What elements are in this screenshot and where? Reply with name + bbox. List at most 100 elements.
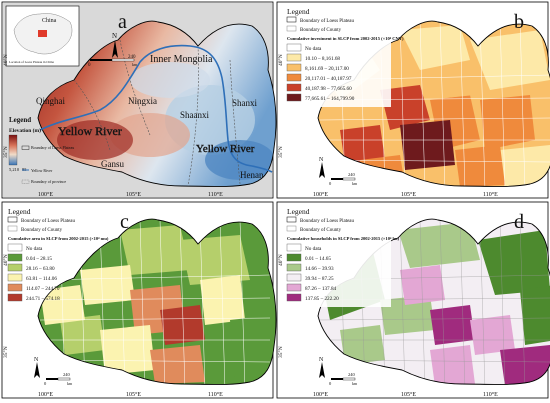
- svg-text:Legend: Legend: [8, 207, 31, 216]
- svg-text:0: 0: [44, 381, 47, 386]
- lon-label: 110°E: [208, 391, 223, 398]
- legend-swatch: [7, 243, 23, 252]
- inset-caption: Location of Loess Plateau in China: [9, 60, 54, 64]
- legend-class-label: 14.66 – 39.93: [305, 266, 334, 272]
- svg-text:Boundary of Loess Plateau: Boundary of Loess Plateau: [300, 19, 355, 24]
- svg-text:Yellow River: Yellow River: [31, 168, 53, 173]
- place-label: Shaanxi: [180, 110, 209, 120]
- svg-text:km: km: [132, 62, 138, 67]
- legend-d: Legend Boundary of Loess Plateau Boundar…: [281, 205, 399, 307]
- scalebar-a: 0 240 km: [88, 55, 138, 68]
- legend-swatch: [286, 93, 302, 102]
- legend-swatch: [286, 293, 302, 302]
- lat-label: 40°N: [277, 254, 284, 266]
- legend-swatch: [7, 293, 23, 302]
- svg-text:Boundary of County: Boundary of County: [300, 228, 342, 233]
- svg-text:Boundary of County: Boundary of County: [300, 28, 342, 33]
- svg-text:240: 240: [63, 372, 71, 377]
- legend-swatch: [286, 53, 302, 62]
- legend-swatch: [7, 283, 23, 292]
- legend-class-label: 40,187.98 – 77,665.60: [305, 86, 352, 92]
- legend-swatch: [286, 243, 302, 252]
- panel-d: d Legend Boundary of Loess Plateau Bound…: [276, 201, 550, 399]
- legend-class-label: 77,665.61 – 164,799.90: [305, 96, 355, 102]
- lat-label: 40°N: [2, 54, 9, 66]
- svg-text:0: 0: [329, 381, 332, 386]
- legend-class-label: 63.81 – 114.06: [26, 276, 57, 282]
- legend-b: Legend Boundary of Loess Plateau Boundar…: [281, 5, 404, 107]
- north-arrow-icon: N: [319, 157, 325, 178]
- svg-text:km: km: [352, 381, 358, 386]
- place-label: Shanxi: [232, 98, 258, 108]
- legend-class-label: 87.26 – 137.84: [305, 286, 337, 292]
- legend-swatch: [7, 273, 23, 282]
- scalebar-d: 0 240 km: [329, 372, 358, 386]
- lon-label: 100°E: [313, 391, 328, 398]
- svg-text:Boundary of Loess Plateau: Boundary of Loess Plateau: [31, 145, 74, 150]
- legend-class-label: 0.04 – 28.15: [26, 256, 52, 262]
- svg-text:km: km: [67, 381, 73, 386]
- panel-letter-d: d: [514, 211, 524, 233]
- lon-label: 105°E: [401, 191, 416, 198]
- place-label: Qinghai: [36, 96, 65, 106]
- svg-text:Legend: Legend: [287, 207, 310, 216]
- place-label: Inner Mongolia: [150, 54, 213, 65]
- legend-class-label: 244.71 – 574.18: [26, 296, 60, 302]
- panel-c: c Legend Boundary of Loess Plateau Bound…: [1, 201, 277, 399]
- legend-class-label: 114.07 – 244.70: [26, 286, 60, 292]
- legend-class-label: No data: [305, 246, 322, 252]
- lon-label: 105°E: [401, 391, 416, 398]
- panel-letter-a: a: [118, 11, 127, 33]
- svg-text:Boundary of Loess Plateau: Boundary of Loess Plateau: [21, 219, 76, 224]
- elevation-colorbar: [8, 134, 18, 166]
- lon-label: 110°E: [483, 191, 498, 198]
- legend-a: Legend Elevation (m) 5,210 85 Boundary o…: [8, 116, 74, 184]
- legend-swatch: [286, 283, 302, 292]
- lat-label: 35°N: [2, 346, 9, 358]
- svg-text:Legend: Legend: [9, 116, 31, 124]
- svg-text:Boundary of County: Boundary of County: [21, 228, 63, 233]
- legend-class-label: 39.94 – 87.25: [305, 276, 334, 282]
- svg-text:Boundary of Loess Plateau: Boundary of Loess Plateau: [300, 219, 355, 224]
- legend-c: Legend Boundary of Loess Plateau Boundar…: [7, 207, 109, 302]
- panel-a: China Location of Loess Plateau in China…: [1, 1, 277, 199]
- legend-class-label: 8,161.69 – 20,117.00: [305, 66, 349, 72]
- svg-text:240: 240: [348, 372, 356, 377]
- panel-letter-b: b: [514, 11, 524, 33]
- legend-class-label: 137.85 – 222.20: [305, 296, 339, 302]
- svg-text:km: km: [352, 181, 358, 186]
- river-label: Yellow River: [196, 143, 255, 155]
- legend-swatch: [286, 253, 302, 262]
- lon-label: 100°E: [38, 391, 53, 398]
- place-label: Gansu: [101, 159, 124, 169]
- legend-class-label: 0.01 – 14.65: [305, 256, 331, 262]
- lat-label: 40°N: [277, 54, 284, 66]
- legend-swatch: [286, 63, 302, 72]
- lat-label: 35°N: [277, 346, 284, 358]
- legend-subtitle-c: Cumulative area in SLCP from 2002-2015 (…: [8, 236, 109, 241]
- legend-swatch: [7, 263, 23, 272]
- svg-text:N: N: [34, 357, 39, 363]
- yellow-river-line: [39, 44, 273, 173]
- svg-text:240: 240: [128, 55, 136, 60]
- scalebar-c: 0 240 km: [44, 372, 73, 386]
- svg-text:N: N: [112, 32, 117, 40]
- legend-swatch: [286, 83, 302, 92]
- legend-subtitle-d: Cumulative households in SLCP from 2002-…: [287, 236, 399, 241]
- lon-label: 110°E: [483, 391, 498, 398]
- svg-text:N: N: [319, 357, 324, 363]
- svg-text:Boundary of province: Boundary of province: [31, 179, 66, 184]
- lat-label: 35°N: [277, 146, 284, 158]
- svg-text:240: 240: [348, 172, 356, 177]
- legend-class-label: 28.16 – 63.80: [26, 266, 55, 272]
- north-arrow-icon: N: [319, 357, 325, 378]
- inset-label: China: [42, 18, 57, 24]
- svg-text:Elevation (m): Elevation (m): [9, 127, 41, 134]
- north-arrow-icon: N: [112, 32, 118, 58]
- inset-china-map: China Location of Loess Plateau in China: [5, 5, 80, 67]
- lon-label: 100°E: [313, 191, 328, 198]
- north-arrow-icon: N: [34, 357, 40, 378]
- place-label: Ningxia: [128, 96, 157, 106]
- river-label: Yellow River: [58, 124, 122, 138]
